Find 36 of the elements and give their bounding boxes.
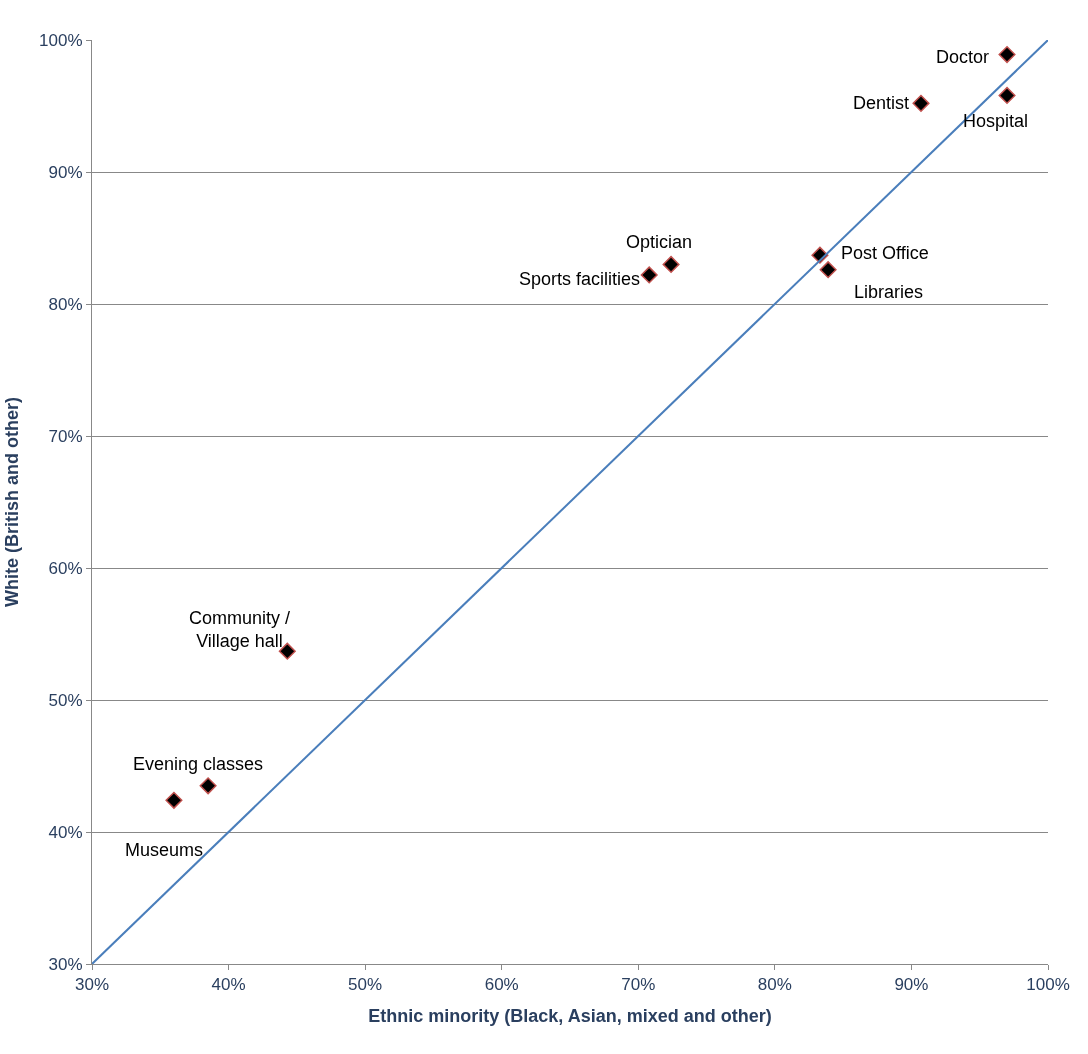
point xyxy=(640,266,658,284)
annotation: Libraries xyxy=(854,282,924,302)
x-tick-label: 100% xyxy=(1026,975,1070,995)
y-tick-label: 100% xyxy=(39,30,83,50)
point xyxy=(165,791,183,809)
point xyxy=(998,86,1016,104)
point xyxy=(662,255,680,273)
y-tick-label: 60% xyxy=(48,558,83,578)
point xyxy=(912,94,930,112)
annotation: Museums xyxy=(125,840,204,860)
y-tick-label: 70% xyxy=(48,426,83,446)
annotation: Dentist xyxy=(853,93,910,113)
y-tick-label: 50% xyxy=(48,690,83,710)
annotation: Evening classes xyxy=(133,754,264,774)
point xyxy=(199,777,217,795)
y-tick-label: 30% xyxy=(48,954,83,974)
x-tick-label: 50% xyxy=(348,975,383,995)
y-tick-label: 40% xyxy=(48,822,83,842)
annotation: Doctor xyxy=(936,47,990,67)
annotation: Optician xyxy=(626,232,693,252)
annotation: Post Office xyxy=(841,243,929,263)
x-tick-label: 70% xyxy=(621,975,656,995)
point xyxy=(998,45,1016,64)
x-tick-label: 40% xyxy=(211,975,246,995)
x-tick-label: 90% xyxy=(894,975,929,995)
point xyxy=(819,261,837,279)
x-tick-label: 60% xyxy=(484,975,519,995)
x-tick-label: 30% xyxy=(74,975,110,995)
y-tick-label: 80% xyxy=(48,294,83,314)
x-axis-title: Ethnic minority (Black, Asian, mixed and other) xyxy=(368,1005,772,1026)
x-tick-label: 80% xyxy=(757,975,792,995)
y-tick-label: 90% xyxy=(48,162,83,182)
annotation: Community / Village hall xyxy=(189,608,291,652)
annotation: Sports facilities xyxy=(519,269,641,289)
y-axis-title: White (British and other) xyxy=(2,397,23,607)
annotation: Hospital xyxy=(963,111,1029,131)
